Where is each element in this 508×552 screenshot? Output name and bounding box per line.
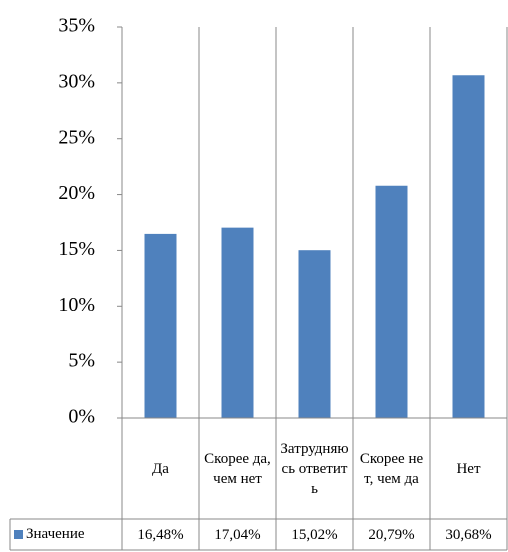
legend: Значение — [10, 519, 122, 550]
bar — [144, 233, 177, 418]
y-tick-label: 15% — [58, 238, 95, 260]
data-table-value: 15,02% — [291, 526, 338, 543]
x-tick-label: Нет — [456, 460, 481, 477]
x-tick-label: Скорее да, чем нет — [204, 450, 271, 487]
y-tick-label: 5% — [68, 350, 95, 372]
data-table-value: 30,68% — [445, 526, 492, 543]
data-table-value: 16,48% — [137, 526, 184, 543]
bar — [452, 75, 485, 419]
x-tick-label: Скорее нет, чем да — [359, 450, 424, 487]
bar — [375, 185, 408, 418]
x-tick-label: Затрудняюсь ответить — [280, 440, 349, 497]
y-tick-label: 30% — [58, 70, 95, 92]
bar — [221, 227, 254, 418]
data-table-value: 17,04% — [214, 526, 261, 543]
y-tick-label: 25% — [58, 126, 95, 148]
bar — [298, 250, 331, 418]
y-tick-label: 0% — [68, 406, 95, 428]
y-tick-label: 35% — [58, 15, 95, 37]
legend-label: Значение — [26, 526, 85, 542]
data-table-value: 20,79% — [368, 526, 415, 543]
y-tick-label: 10% — [58, 294, 95, 316]
legend-swatch — [14, 530, 23, 539]
y-tick-label: 20% — [58, 182, 95, 204]
x-tick-label: Да — [152, 460, 169, 477]
